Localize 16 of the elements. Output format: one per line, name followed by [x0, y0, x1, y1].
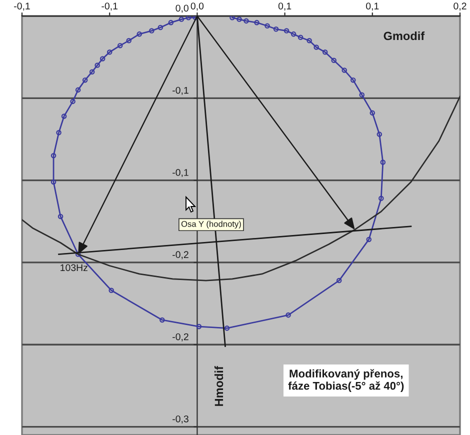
y-axis-title: Hmodif [214, 366, 224, 406]
annotation: Osa Y (hodnoty) [181, 220, 241, 229]
x-tick-label: 0,1 [278, 2, 292, 11]
y-tick-label: -0,1 [172, 86, 188, 95]
x-tick-label: 0,0 [190, 2, 204, 11]
x-tick-label: 0,2 [454, 2, 466, 11]
y-tick-label: -0,2 [172, 251, 188, 260]
y-tick-label: -0,3 [172, 415, 188, 424]
x-tick-label: -0,1 [14, 2, 30, 11]
y-tick-label: -0,2 [172, 333, 188, 342]
y-tick-label: -0,1 [172, 169, 188, 178]
text: Modifikovaný přenos, fáze Tobias(-5° až 40°) [288, 369, 404, 392]
x-axis-title: Gmodif [384, 31, 425, 40]
x-tick-label: -0,1 [102, 2, 118, 11]
annotation: 103Hz [60, 264, 88, 272]
x-tick-label: 0,1 [366, 2, 379, 11]
